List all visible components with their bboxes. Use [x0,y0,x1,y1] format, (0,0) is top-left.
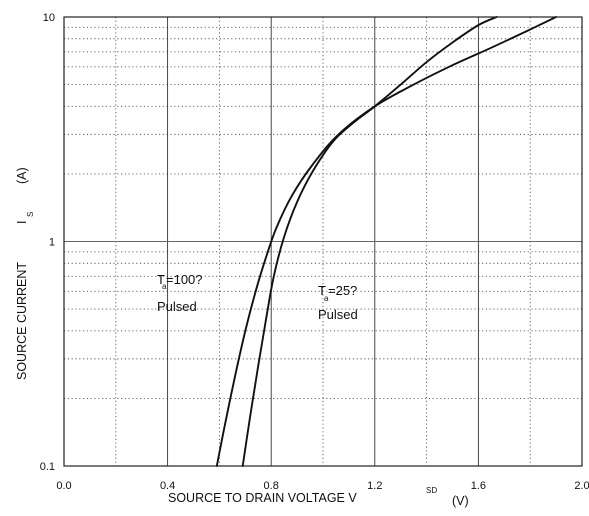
x-axis-title-unit: (V) [452,494,469,508]
curves [215,16,558,467]
x-axis-title-text: SOURCE TO DRAIN VOLTAGE V [168,491,357,505]
annotation-ta100: T a =100? Pulsed [157,272,203,314]
x-tick-labels: 0.0 0.4 0.8 1.2 1.6 2.0 [56,480,589,492]
annotation-ta100-value: =100? [166,272,203,287]
annotation-ta100-subscript: a [162,282,167,291]
annotation-ta100-prefix: T [157,272,165,287]
annotation-ta25-subscript: a [324,294,329,303]
x-tick-label: 1.2 [367,480,382,492]
annotation-ta25-prefix: T [318,283,326,298]
x-tick-label: 0.8 [264,480,279,492]
annotation-ta25-value: =25? [328,283,357,298]
y-tick-label: 0.1 [40,461,55,473]
y-tick-label: 1 [49,237,55,249]
x-tick-label: 1.6 [471,480,486,492]
series-line-ta100 [215,16,558,467]
x-tick-label: 2.0 [574,480,589,492]
y-axis-title-symbol: I [15,221,29,224]
x-axis-title: SOURCE TO DRAIN VOLTAGE V SD (V) [168,486,469,508]
series-line-ta25 [241,16,498,467]
y-axis-title-text: SOURCE CURRENT [15,262,29,380]
x-tick-label: 0.4 [160,480,175,492]
annotation-ta25-note: Pulsed [318,307,358,322]
plot-area [63,16,583,467]
x-tick-label: 0.0 [56,480,71,492]
x-axis-title-subscript: SD [426,486,437,495]
y-tick-labels: 0.1 1 10 [40,12,55,473]
y-axis-title: SOURCE CURRENT I S (A) [15,167,35,380]
annotation-ta25: T a =25? Pulsed [318,283,358,322]
y-tick-label: 10 [43,12,55,24]
y-axis-title-subscript: S [26,212,35,217]
y-axis-title-unit: (A) [15,167,29,184]
annotation-ta100-note: Pulsed [157,299,197,314]
